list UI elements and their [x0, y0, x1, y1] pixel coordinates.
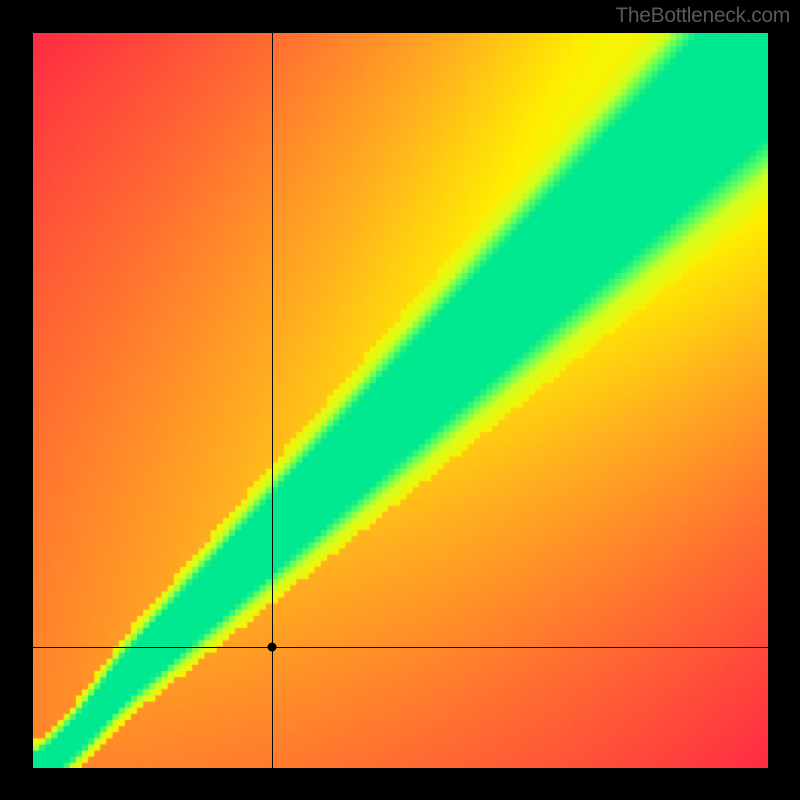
marker-dot	[267, 642, 276, 651]
chart-container: TheBottleneck.com	[0, 0, 800, 800]
crosshair-horizontal	[33, 647, 768, 648]
heatmap-canvas	[33, 33, 768, 768]
watermark-text: TheBottleneck.com	[615, 4, 790, 28]
chart-area	[33, 33, 768, 768]
crosshair-vertical	[272, 33, 273, 768]
